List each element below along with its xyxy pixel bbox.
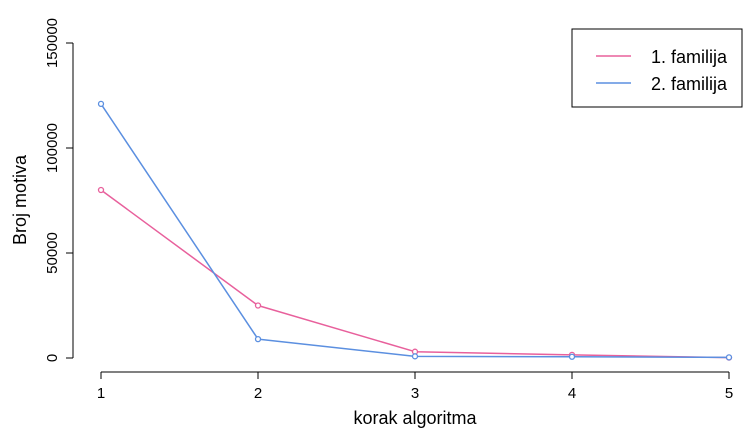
- x-tick-label-4: 5: [725, 385, 733, 402]
- x-tick-label-1: 2: [254, 385, 262, 402]
- x-tick-label-3: 4: [568, 385, 576, 402]
- y-tick-label-3: 150000: [44, 18, 61, 68]
- x-ticks: 1 2 3 4 5: [97, 372, 733, 402]
- legend-label-series-2: 2. familija: [651, 74, 728, 94]
- x-tick-label-2: 3: [411, 385, 419, 402]
- y-tick-label-0: 0: [44, 354, 61, 362]
- series-2-point-3: [411, 353, 419, 360]
- series-2-point-2: [254, 335, 262, 343]
- x-axis-title: korak algoritma: [353, 408, 477, 428]
- legend-box: [571, 28, 743, 108]
- series-1-point-2: [254, 302, 262, 309]
- series-2-point-4: [568, 353, 576, 360]
- series-line-2: [100, 103, 730, 359]
- series-layer: [97, 100, 733, 361]
- y-ticks: 0 50000 100000 150000: [44, 18, 73, 362]
- legend-label-series-1: 1. familija: [651, 47, 728, 67]
- y-tick-label-1: 50000: [44, 232, 61, 274]
- series-2-point-1: [97, 100, 105, 108]
- y-tick-label-2: 100000: [44, 123, 61, 173]
- series-line-1: [100, 189, 730, 359]
- legend: 1. familija 2. familija: [571, 28, 743, 108]
- series-2-point-5: [725, 354, 733, 361]
- x-tick-label-0: 1: [97, 385, 105, 402]
- y-axis-title: Broj motiva: [10, 154, 30, 245]
- series-1-point-1: [97, 186, 105, 194]
